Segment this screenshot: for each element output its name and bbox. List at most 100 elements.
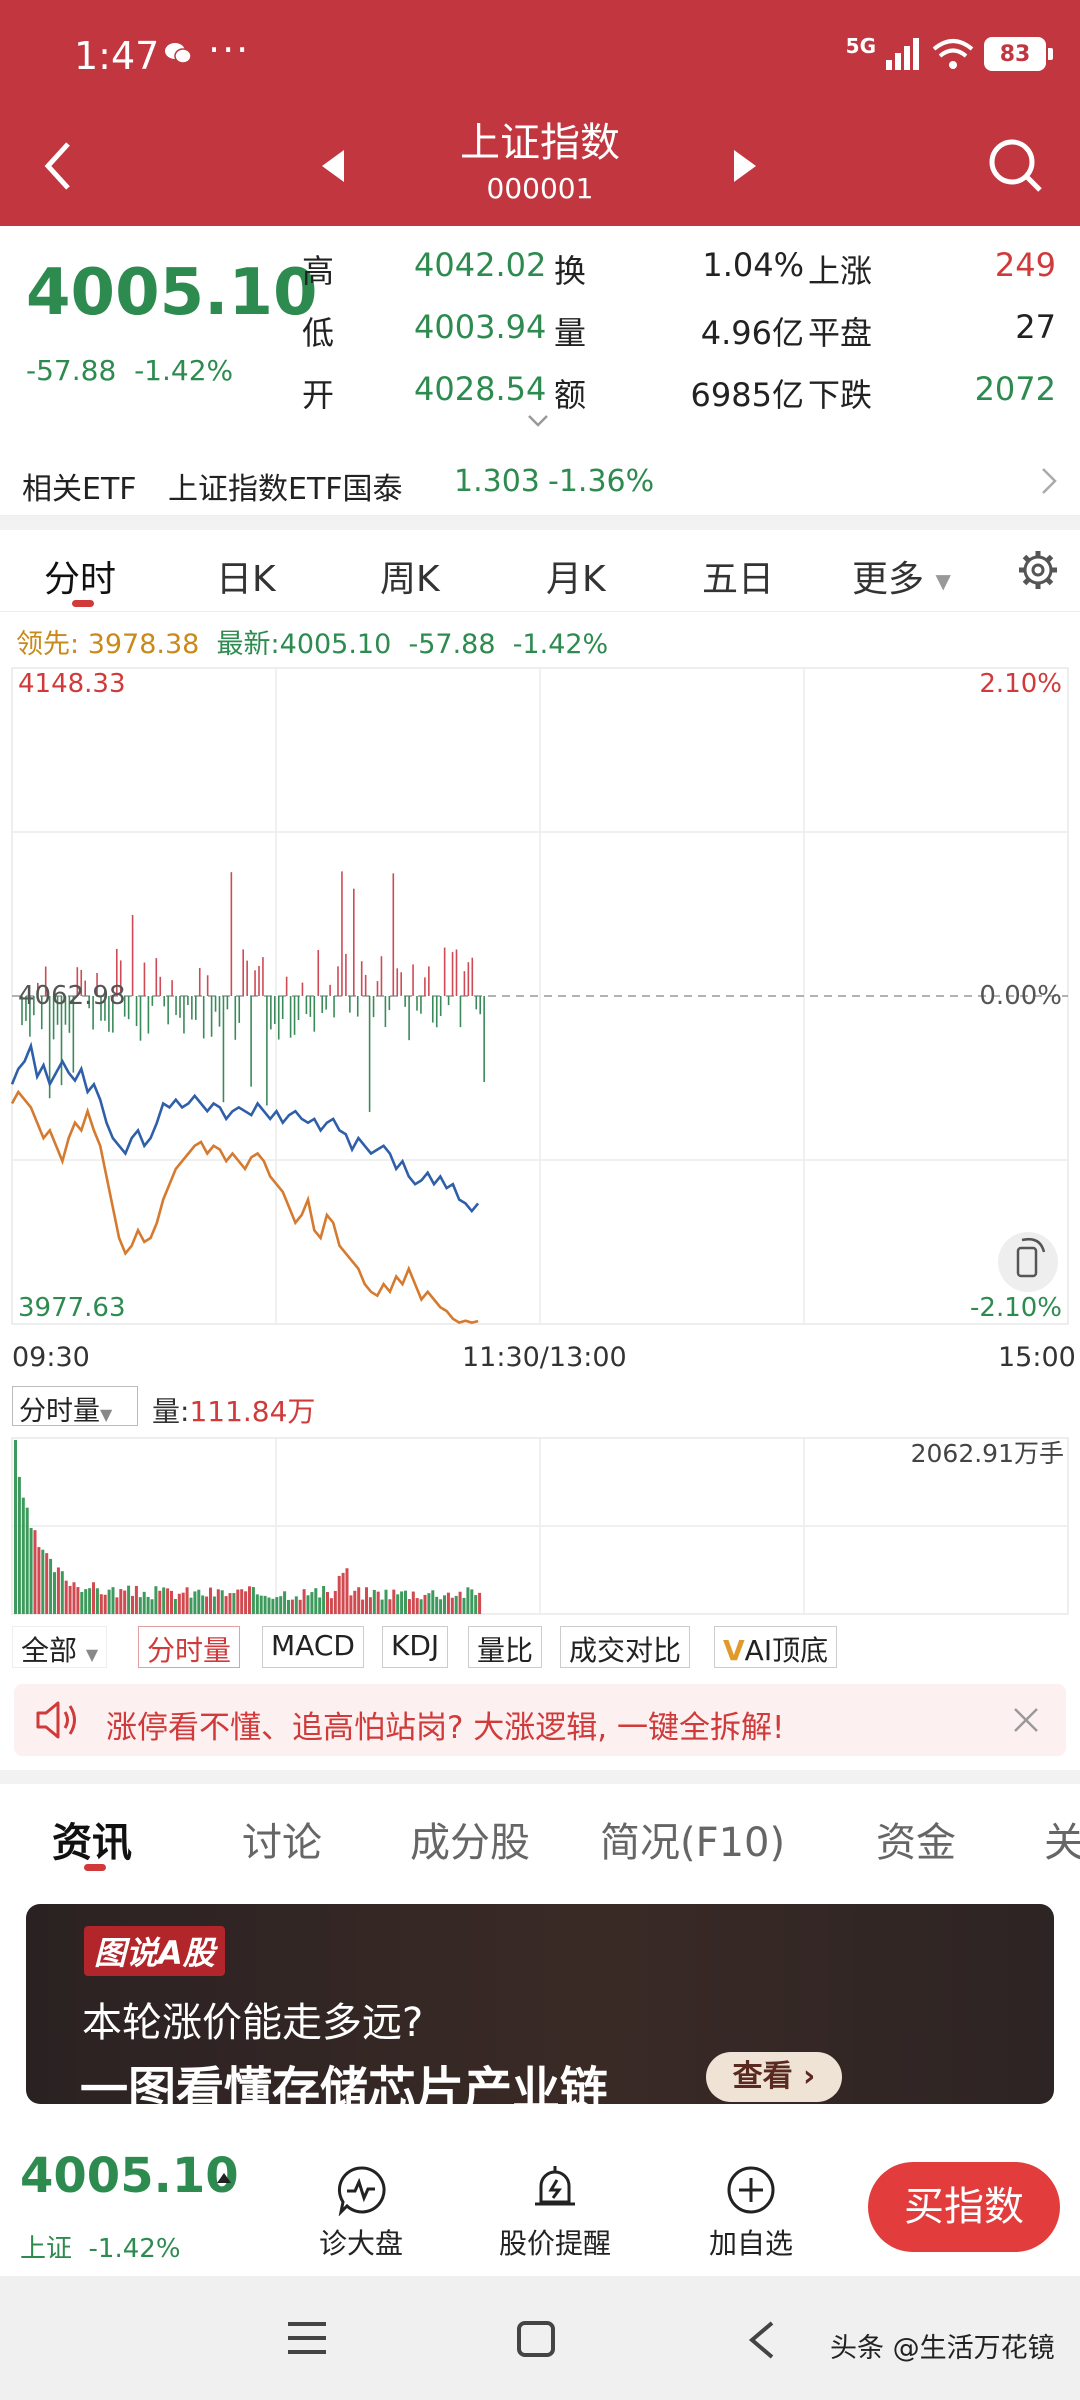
volume-bar	[103, 1594, 107, 1614]
volume-bar	[454, 1595, 458, 1614]
volume-bar	[166, 1588, 170, 1614]
volume-bar	[443, 1595, 446, 1614]
tab-daily-k[interactable]: 日K	[216, 559, 276, 600]
volume-bar	[411, 1591, 415, 1614]
home-icon[interactable]	[516, 2320, 556, 2358]
dropdown-triangle-icon: ▼	[85, 1645, 99, 1664]
close-icon[interactable]	[1012, 1706, 1040, 1734]
y-bottom-label: 3977.63	[18, 1293, 126, 1323]
next-index-icon[interactable]	[730, 148, 760, 184]
tab-more[interactable]: 更多 ▼	[852, 550, 951, 602]
tab-monthly-k[interactable]: 月K	[546, 559, 606, 600]
tab-news[interactable]: 资讯	[52, 1820, 132, 1866]
volume-bar	[357, 1587, 361, 1614]
volume-bar	[388, 1599, 392, 1614]
status-more-dots: ···	[208, 28, 251, 72]
expand-chevron-icon[interactable]	[526, 414, 550, 428]
indicator-ai-label: AI顶底	[744, 1634, 829, 1667]
gear-icon[interactable]	[1016, 548, 1060, 592]
intraday-price-chart[interactable]: 4148.33 4062.98 3977.63 2.10% 0.00% -2.1…	[0, 660, 1080, 1330]
ad-view-button[interactable]: 查看 ›	[706, 2052, 842, 2102]
indicator-trade-compare[interactable]: 成交对比	[560, 1626, 691, 1668]
active-tab-indicator	[72, 600, 94, 607]
current-price: 4005.10	[26, 256, 318, 330]
volume-bar	[142, 1591, 146, 1614]
tab-weekly-k[interactable]: 周K	[380, 559, 440, 600]
add-watchlist-button[interactable]: 加自选	[686, 2164, 816, 2262]
volume-bar	[306, 1595, 310, 1614]
volume-bar	[431, 1590, 435, 1614]
ad-view-label: 查看	[732, 2059, 793, 2094]
volume-selector-label: 分时量	[19, 1396, 100, 1427]
price-series-line-1	[10, 1089, 479, 1325]
indicator-all-label: 全部	[21, 1634, 78, 1667]
volume-bar	[439, 1599, 443, 1614]
related-etf-row[interactable]: 相关ETF 上证指数ETF国泰 1.303 -1.36%	[0, 444, 1080, 516]
watermark-text: 头条 @生活万花镜	[830, 2333, 1055, 2364]
indicator-all[interactable]: 全部 ▼	[12, 1626, 108, 1668]
open-label: 开	[302, 376, 335, 414]
back-arrow-icon[interactable]	[36, 136, 82, 196]
tab-related[interactable]: 关	[1044, 1820, 1080, 1866]
volume-readout-label: 量:	[152, 1395, 190, 1428]
flat-label: 平盘	[808, 314, 873, 352]
previous-index-icon[interactable]	[318, 148, 348, 184]
network-type: 5G	[845, 34, 876, 58]
tab-profile-f10[interactable]: 简况(F10)	[600, 1820, 786, 1866]
open-value: 4028.54	[414, 370, 547, 408]
rise-count: 249	[994, 246, 1056, 284]
price-series-line-0	[10, 1041, 480, 1214]
low-label: 低	[302, 314, 335, 352]
volume-value: 4.96亿	[700, 314, 804, 352]
volume-bar	[119, 1589, 123, 1614]
volume-bar	[287, 1599, 290, 1614]
indicator-volume-ratio[interactable]: 量比	[468, 1626, 543, 1668]
banner-text: 涨停看不懂、追高怕站岗? 大涨逻辑, 一键全拆解!	[106, 1710, 785, 1746]
tab-constituents[interactable]: 成分股	[410, 1820, 530, 1866]
volume-bar	[275, 1597, 279, 1614]
price-alert-button[interactable]: 股价提醒	[490, 2164, 620, 2262]
etf-price: 1.303	[454, 464, 540, 499]
indicator-volume[interactable]: 分时量	[138, 1626, 241, 1668]
y-mid-label: 4062.98	[18, 981, 126, 1011]
tab-discussion[interactable]: 讨论	[242, 1820, 322, 1866]
volume-bar	[33, 1530, 37, 1614]
chevron-right-icon	[1042, 468, 1057, 494]
indicator-macd[interactable]: MACD	[262, 1626, 364, 1668]
ad-card[interactable]: 图说A股 本轮涨价能走多远? 一图看懂存储芯片产业链 查看 ›	[26, 1904, 1054, 2104]
volume-bar	[25, 1507, 29, 1614]
change-percent: -1.42%	[134, 354, 234, 387]
ai-v-icon: V	[723, 1634, 745, 1667]
search-icon[interactable]	[986, 136, 1046, 196]
buy-index-button[interactable]: 买指数	[868, 2162, 1060, 2252]
volume-bar	[56, 1567, 60, 1614]
change-value: -57.88	[26, 354, 117, 387]
volume-bar-chart[interactable]: 2062.91万手	[0, 1434, 1080, 1618]
volume-bar	[197, 1589, 201, 1614]
diagnose-market-button[interactable]: 诊大盘	[296, 2164, 426, 2262]
tab-funds[interactable]: 资金	[876, 1820, 956, 1866]
volume-bar	[201, 1595, 205, 1614]
volume-bar	[131, 1595, 134, 1614]
collapse-triangle-icon[interactable]	[216, 2172, 232, 2184]
tab-five-day[interactable]: 五日	[702, 559, 775, 600]
volume-bar	[466, 1587, 470, 1614]
volume-bar	[14, 1440, 17, 1614]
fall-count: 2072	[974, 370, 1056, 408]
turnover-value: 1.04%	[702, 246, 804, 284]
volume-bar	[365, 1587, 368, 1614]
volume-bar	[181, 1592, 185, 1614]
bottom-percent: -1.42%	[88, 2234, 181, 2264]
menu-icon[interactable]	[286, 2320, 328, 2356]
volume-bar	[372, 1589, 376, 1614]
tab-intraday[interactable]: 分时	[44, 559, 117, 600]
indicator-kdj[interactable]: KDJ	[382, 1626, 449, 1668]
wechat-icon	[165, 43, 192, 64]
back-icon[interactable]	[746, 2320, 776, 2360]
volume-readout: 量:111.84万	[152, 1390, 315, 1430]
rotate-screen-button[interactable]	[998, 1232, 1058, 1292]
promo-banner[interactable]: 涨停看不懂、追高怕站岗? 大涨逻辑, 一键全拆解!	[14, 1684, 1066, 1756]
volume-type-selector[interactable]: 分时量▼	[12, 1386, 138, 1427]
status-indicators: 5G 83	[845, 34, 1053, 74]
indicator-ai-top-bottom[interactable]: VAI顶底	[714, 1626, 838, 1668]
